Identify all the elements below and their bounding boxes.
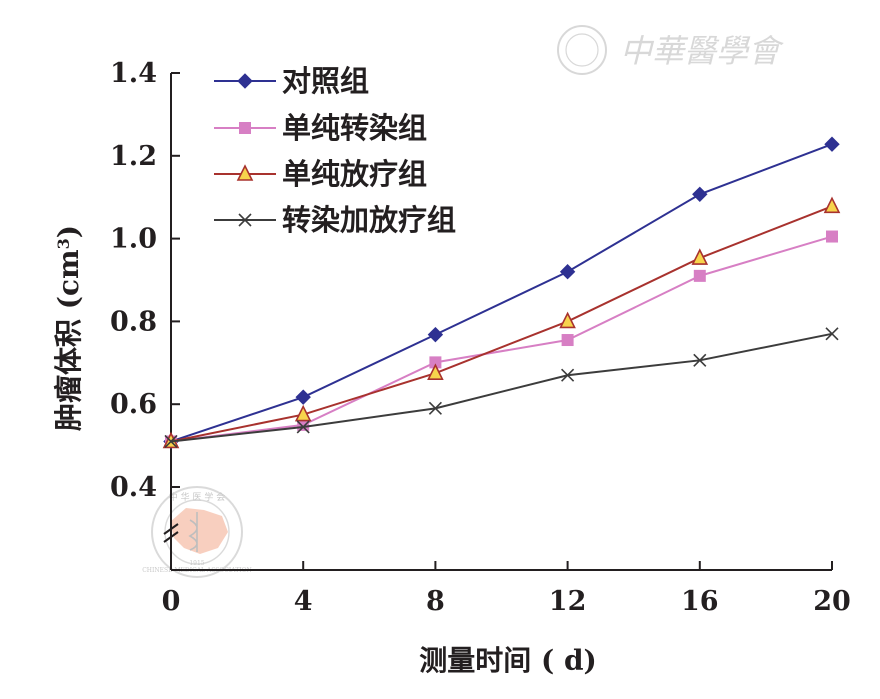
x-marker-stroke [561,368,575,382]
x-axis-title: 测量时间 ( d) [419,644,597,677]
y-tick-label: 0.6 [110,389,157,420]
x-marker [428,401,442,415]
square-marker [693,269,706,282]
y-tick-label: 1.2 [110,141,157,172]
square-marker [429,356,442,369]
series-line [170,332,833,443]
diamond-marker [824,136,840,152]
watermark-text: 中華醫學會 [620,32,784,70]
series-line [170,205,833,443]
y-axis-title-main: 肿瘤体积 (cm [52,249,85,431]
x-tick-label: 16 [681,586,719,617]
triangle-marker [427,363,444,380]
x-marker-stroke [238,213,252,227]
x-marker-stroke [693,353,707,367]
x-tick-label: 12 [549,586,587,617]
x-marker-stroke [296,420,310,434]
y-axis-title: 肿瘤体积 (cm3) [52,225,85,431]
seal-watermark: 中 华 医 学 会 CHINESE MEDICAL ASSOCIATION 19… [142,486,252,578]
x-tick-label: 8 [426,586,445,617]
legend-item: 对照组 [214,64,369,98]
legend-label: 转染加放疗组 [282,203,456,237]
series-line [170,143,833,443]
y-axis-title-sup: 3 [54,238,73,249]
x-marker-stroke [164,434,178,449]
x-marker-stroke [825,327,839,341]
seal-top-text: 中 华 医 学 会 [169,491,225,503]
square-marker [239,122,251,134]
watermark-seal-icon [557,25,607,75]
square-marker [826,230,838,243]
x-tick-label: 4 [294,586,313,617]
x-marker-stroke [428,401,442,415]
square-marker [561,334,574,347]
caduceus-icon [188,512,198,552]
y-tick-label: 1.4 [110,58,157,89]
y-tick-label: 0.4 [110,472,157,503]
series-2 [165,230,838,448]
top-right-watermark: 中華醫學會 [557,25,784,75]
y-tick-label: 0.8 [110,306,157,337]
x-tick-label: 20 [813,586,851,617]
legend-item: 单纯放疗组 [214,157,427,191]
x-marker [238,213,252,227]
seal-year: 1915 [189,560,204,567]
axis-break-mark [163,531,179,543]
x-marker [825,327,839,341]
series-line [170,235,833,443]
x-tick-label: 0 [162,586,181,617]
diamond-marker [559,264,576,280]
x-marker [693,353,707,367]
y-tick-label: 1.0 [110,224,157,255]
series-3 [162,196,841,449]
china-map-icon [170,508,228,554]
series-group [162,136,841,450]
x-axis-ticks: 0 4 8 12 16 20 [162,561,851,617]
legend-label: 对照组 [282,64,369,98]
axis-break-mark [163,523,179,535]
x-marker [561,368,575,382]
triangle-marker [823,196,841,214]
legend-label: 单纯转染组 [282,111,427,145]
y-axis-title-close: ) [52,225,85,238]
diamond-marker [692,186,708,203]
series-4 [164,327,839,449]
triangle-marker [236,164,254,181]
triangle-marker [294,404,312,422]
series-1 [163,136,840,450]
y-axis-ticks: 1.4 1.2 1.0 0.8 0.6 0.4 [110,58,180,503]
x-marker [164,434,178,449]
legend-label: 单纯放疗组 [282,157,427,191]
diamond-marker [295,389,311,405]
seal-inner-ring [164,499,230,565]
axes [163,73,832,571]
x-marker [296,420,310,434]
triangle-marker [559,311,576,329]
legend-item: 单纯转染组 [214,111,427,145]
diamond-marker [237,73,253,89]
triangle-marker [691,248,709,265]
legend-item: 转染加放疗组 [214,203,456,237]
diamond-marker [427,326,444,343]
